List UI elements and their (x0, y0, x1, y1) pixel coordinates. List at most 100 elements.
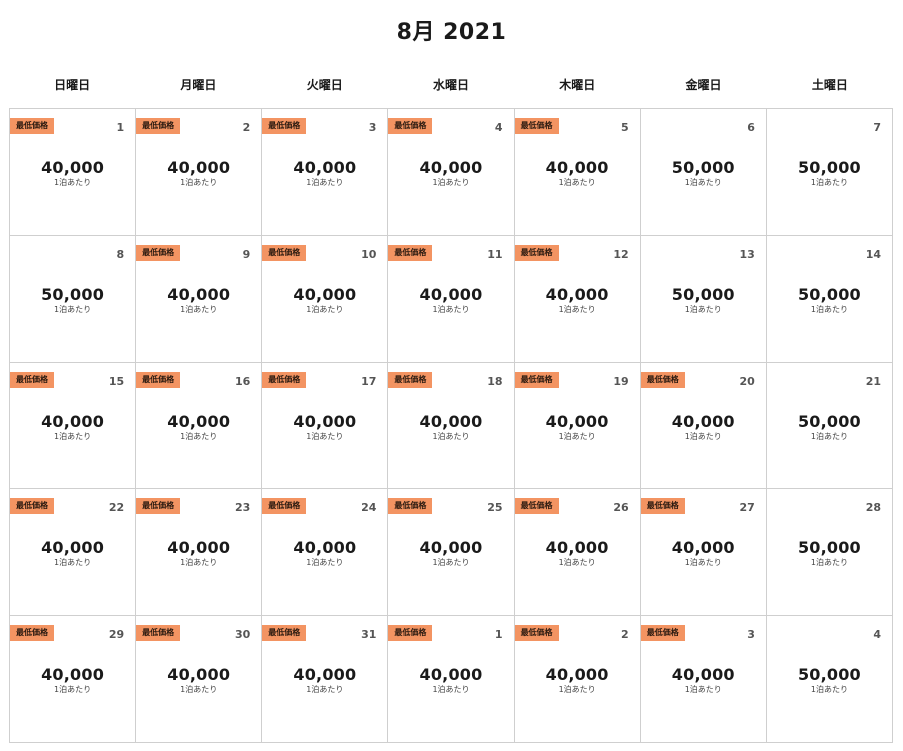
day-number: 3 (368, 121, 377, 134)
lowest-price-badge: 最低価格 (262, 498, 307, 515)
calendar-day-cell[interactable]: 最低価格 1 40,000 1泊あたり (10, 109, 137, 236)
calendar-day-cell[interactable]: 14 50,000 1泊あたり (766, 235, 893, 363)
calendar-day-cell[interactable]: 最低価格 18 40,000 1泊あたり (388, 362, 515, 490)
calendar-day-cell[interactable]: 8 50,000 1泊あたり (10, 235, 137, 363)
calendar-day-cell[interactable]: 最低価格 26 40,000 1泊あたり (514, 489, 641, 617)
per-night-label: 1泊あたり (180, 178, 218, 187)
lowest-price-badge: 最低価格 (136, 118, 181, 134)
weekday-thursday: 木曜日 (559, 78, 596, 92)
calendar-day-cell[interactable]: 最低価格 1 40,000 1泊あたり (388, 616, 515, 743)
day-number: 7 (873, 121, 881, 134)
nightly-price: 40,000 (293, 158, 357, 177)
day-number: 25 (487, 501, 503, 515)
per-night-label: 1泊あたり (180, 431, 218, 441)
day-number: 20 (739, 374, 755, 388)
nightly-price: 40,000 (167, 284, 231, 304)
weekday-friday: 金曜日 (685, 78, 722, 92)
calendar-day-cell[interactable]: 最低価格 17 40,000 1泊あたり (262, 362, 389, 490)
lowest-price-badge: 最低価格 (640, 625, 685, 642)
day-number: 13 (739, 247, 755, 261)
weekday-monday: 月曜日 (180, 78, 217, 92)
nightly-price: 40,000 (293, 538, 357, 558)
nightly-price: 40,000 (671, 411, 735, 431)
weekday-tuesday: 火曜日 (306, 78, 343, 92)
calendar-day-cell[interactable]: 4 50,000 1泊あたり (766, 616, 893, 743)
calendar-grid: 最低価格 1 40,000 1泊あたり 最低価格 2 40,000 1泊あたり 最低価格 3 40,… (9, 108, 893, 743)
day-number: 22 (108, 501, 125, 515)
calendar-day-cell[interactable]: 最低価格 27 40,000 1泊あたり (640, 489, 767, 617)
per-night-label: 1泊あたり (432, 178, 470, 187)
nightly-price: 50,000 (797, 665, 861, 685)
nightly-price: 40,000 (419, 158, 483, 177)
day-number: 26 (613, 501, 629, 515)
calendar-day-cell[interactable]: 最低価格 3 40,000 1泊あたり (640, 616, 767, 743)
calendar-day-cell[interactable]: 6 50,000 1泊あたり (640, 109, 767, 236)
calendar-day-cell[interactable]: 7 50,000 1泊あたり (766, 109, 893, 236)
calendar-day-cell[interactable]: 最低価格 9 40,000 1泊あたり (136, 235, 263, 363)
calendar-day-cell[interactable]: 最低価格 11 40,000 1泊あたり (388, 235, 515, 363)
day-number: 31 (361, 628, 377, 642)
weekday-saturday: 土曜日 (811, 78, 848, 92)
per-night-label: 1泊あたり (432, 558, 470, 568)
nightly-price: 40,000 (41, 538, 105, 558)
per-night-label: 1泊あたり (684, 685, 722, 695)
per-night-label: 1泊あたり (810, 178, 848, 187)
calendar-day-cell[interactable]: 最低価格 29 40,000 1泊あたり (10, 616, 137, 743)
calendar-day-cell[interactable]: 最低価格 3 40,000 1泊あたり (262, 109, 389, 236)
nightly-price: 40,000 (545, 284, 609, 304)
calendar-day-cell[interactable]: 最低価格 10 40,000 1泊あたり (262, 235, 389, 363)
calendar-day-cell[interactable]: 最低価格 31 40,000 1泊あたり (262, 616, 389, 743)
per-night-label: 1泊あたり (684, 178, 722, 187)
calendar-day-cell[interactable]: 最低価格 24 40,000 1泊あたり (262, 489, 389, 617)
day-number: 1 (494, 628, 503, 642)
calendar-day-cell[interactable]: 最低価格 25 40,000 1泊あたり (388, 489, 515, 617)
calendar-day-cell[interactable]: 最低価格 15 40,000 1泊あたり (10, 362, 137, 490)
lowest-price-badge: 最低価格 (136, 371, 181, 388)
calendar-day-cell[interactable]: 最低価格 12 40,000 1泊あたり (514, 235, 641, 363)
nightly-price: 40,000 (671, 538, 735, 558)
calendar-day-cell[interactable]: 最低価格 30 40,000 1泊あたり (136, 616, 263, 743)
lowest-price-badge: 最低価格 (262, 625, 307, 642)
nightly-price: 50,000 (671, 158, 735, 177)
lowest-price-badge: 最低価格 (262, 244, 307, 261)
lowest-price-badge: 最低価格 (514, 244, 559, 261)
per-night-label: 1泊あたり (558, 558, 596, 568)
calendar-day-cell[interactable]: 21 50,000 1泊あたり (766, 362, 893, 490)
day-number: 5 (621, 121, 629, 134)
day-number: 30 (234, 628, 251, 642)
day-number: 19 (613, 374, 629, 388)
calendar-day-cell[interactable]: 最低価格 5 40,000 1泊あたり (514, 109, 641, 236)
day-number: 3 (747, 628, 755, 642)
calendar-day-cell[interactable]: 最低価格 2 40,000 1泊あたり (136, 109, 263, 236)
calendar-day-cell[interactable]: 最低価格 19 40,000 1泊あたり (514, 362, 641, 490)
day-number: 2 (621, 628, 629, 642)
calendar-title: 8月 2021 (396, 20, 507, 45)
calendar-day-cell[interactable]: 28 50,000 1泊あたり (766, 489, 893, 617)
day-number: 18 (487, 374, 503, 388)
calendar-day-cell[interactable]: 最低価格 16 40,000 1泊あたり (136, 362, 263, 490)
per-night-label: 1泊あたり (180, 685, 218, 695)
lowest-price-badge: 最低価格 (10, 371, 54, 388)
nightly-price: 50,000 (671, 284, 735, 304)
nightly-price: 40,000 (293, 284, 357, 304)
calendar-day-cell[interactable]: 最低価格 2 40,000 1泊あたり (514, 616, 641, 743)
nightly-price: 40,000 (41, 411, 105, 431)
day-number: 4 (494, 121, 503, 134)
calendar-day-cell[interactable]: 最低価格 4 40,000 1泊あたり (388, 109, 515, 236)
day-number: 16 (234, 374, 251, 388)
calendar-day-cell[interactable]: 最低価格 22 40,000 1泊あたり (10, 489, 137, 617)
calendar-day-cell[interactable]: 13 50,000 1泊あたり (640, 235, 767, 363)
nightly-price: 50,000 (797, 538, 861, 558)
day-number: 24 (361, 501, 377, 515)
day-number: 9 (242, 247, 251, 261)
nightly-price: 50,000 (41, 284, 105, 304)
calendar-day-cell[interactable]: 最低価格 23 40,000 1泊あたり (136, 489, 263, 617)
calendar-day-cell[interactable]: 最低価格 20 40,000 1泊あたり (640, 362, 767, 490)
day-number: 28 (865, 501, 881, 515)
day-number: 21 (865, 374, 881, 388)
weekday-header-row: 日曜日 月曜日 火曜日 水曜日 木曜日 金曜日 土曜日 (9, 76, 893, 96)
per-night-label: 1泊あたり (432, 304, 470, 314)
nightly-price: 40,000 (167, 158, 231, 177)
lowest-price-badge: 最低価格 (640, 371, 685, 388)
day-number: 6 (747, 121, 755, 134)
